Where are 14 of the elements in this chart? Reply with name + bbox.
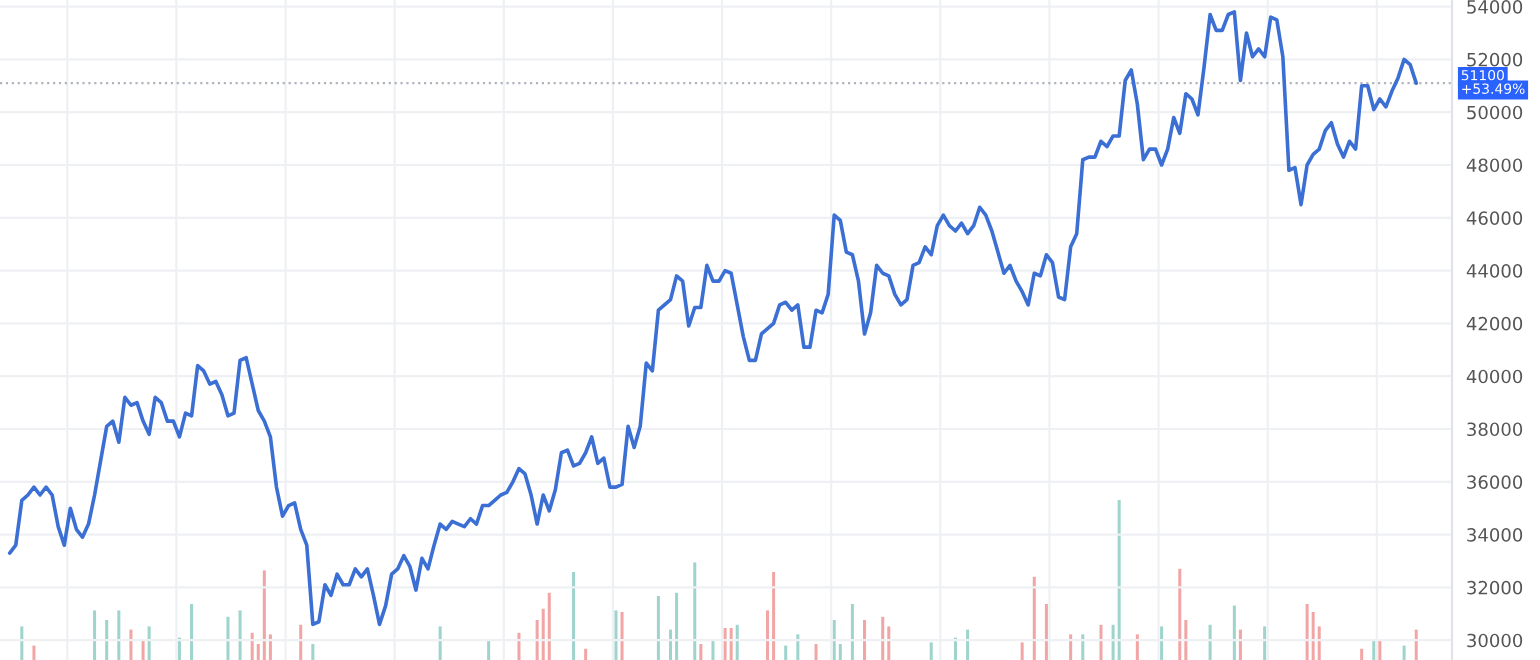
y-tick-label: 42000 [1466, 316, 1523, 331]
y-tick-label: 32000 [1467, 580, 1523, 595]
y-tick-label: 44000 [1466, 264, 1523, 278]
y-tick-label: 34000 [1467, 528, 1523, 542]
y-tick-label: 36000 [1467, 475, 1523, 489]
y-tick-label: 48000 [1466, 158, 1523, 173]
y-tick-label: 30000 [1467, 633, 1523, 648]
y-tick-label: 50000 [1467, 105, 1523, 120]
y-tick-label: 40000 [1466, 369, 1523, 384]
line-series [7, 10, 1419, 627]
y-tick-label: 54000 [1467, 0, 1523, 14]
y-tick-label: 52000 [1467, 52, 1523, 67]
y-tick-label: 46000 [1466, 211, 1523, 225]
y-tick-label: 38000 [1467, 422, 1523, 437]
